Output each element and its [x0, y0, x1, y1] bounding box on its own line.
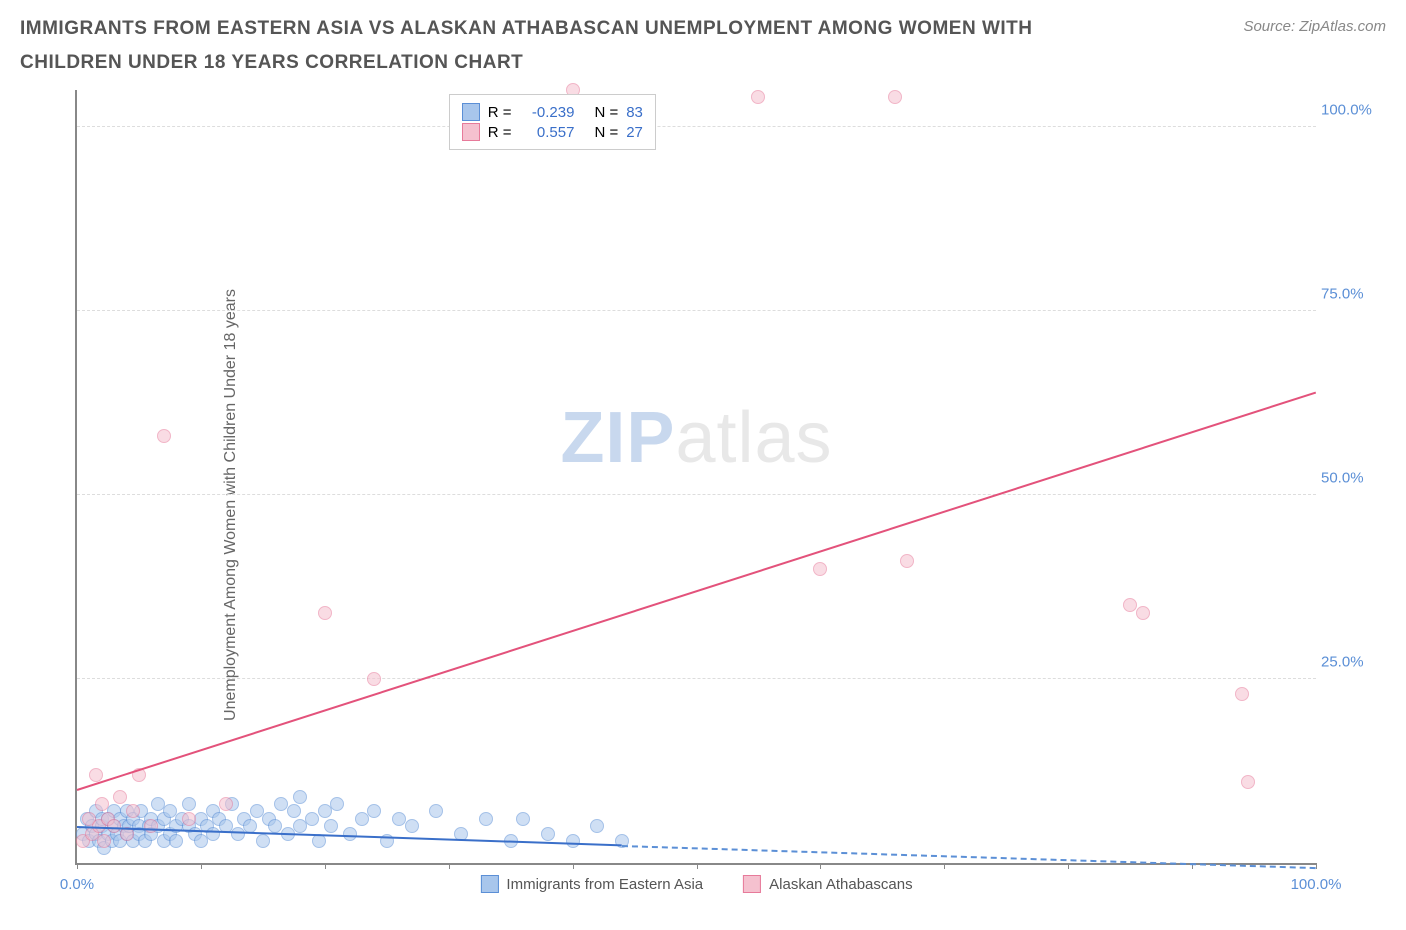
- gridline: [77, 126, 1316, 127]
- plot-area: ZIPatlas 25.0%50.0%75.0%100.0%0.0%100.0%…: [75, 90, 1316, 865]
- stats-legend: R = -0.239 N = 83 R = 0.557 N = 27: [449, 94, 656, 150]
- stats-legend-row: R = -0.239 N = 83: [462, 103, 643, 121]
- x-tick-mark: [325, 863, 326, 869]
- data-point: [219, 797, 233, 811]
- source-label: Source: ZipAtlas.com: [1243, 18, 1386, 35]
- legend-swatch: [743, 875, 761, 893]
- data-point: [182, 812, 196, 826]
- series-name: Alaskan Athabascans: [769, 876, 912, 893]
- x-tick-mark: [697, 863, 698, 869]
- chart-title: IMMIGRANTS FROM EASTERN ASIA VS ALASKAN …: [20, 12, 1120, 80]
- data-point: [566, 834, 580, 848]
- data-point: [169, 834, 183, 848]
- data-point: [89, 768, 103, 782]
- gridline: [77, 678, 1316, 679]
- data-point: [157, 429, 171, 443]
- data-point: [751, 90, 765, 104]
- x-tick-label: 0.0%: [60, 876, 94, 893]
- x-tick-mark: [201, 863, 202, 869]
- data-point: [330, 797, 344, 811]
- data-point: [343, 827, 357, 841]
- series-legend-item: Immigrants from Eastern Asia: [480, 875, 703, 893]
- stats-legend-row: R = 0.557 N = 27: [462, 123, 643, 141]
- legend-swatch: [480, 875, 498, 893]
- data-point: [405, 819, 419, 833]
- data-point: [479, 812, 493, 826]
- y-tick-label: 25.0%: [1321, 653, 1381, 670]
- x-tick-label: 100.0%: [1291, 876, 1342, 893]
- data-point: [287, 804, 301, 818]
- data-point: [1241, 775, 1255, 789]
- data-point: [318, 606, 332, 620]
- x-tick-mark: [1068, 863, 1069, 869]
- data-point: [182, 797, 196, 811]
- gridline: [77, 494, 1316, 495]
- data-point: [367, 804, 381, 818]
- legend-r-label: R =: [488, 104, 512, 121]
- data-point: [429, 804, 443, 818]
- x-tick-mark: [820, 863, 821, 869]
- data-point: [95, 797, 109, 811]
- regression-line: [77, 392, 1317, 791]
- x-tick-mark: [944, 863, 945, 869]
- legend-swatch: [462, 103, 480, 121]
- legend-n-value: 83: [626, 104, 643, 121]
- regression-line-extension: [622, 845, 1316, 869]
- x-tick-mark: [77, 863, 78, 869]
- data-point: [590, 819, 604, 833]
- y-tick-label: 100.0%: [1321, 101, 1381, 118]
- data-point: [324, 819, 338, 833]
- watermark: ZIPatlas: [560, 397, 832, 479]
- legend-n-label: N =: [594, 124, 618, 141]
- legend-r-value: -0.239: [519, 104, 574, 121]
- series-name: Immigrants from Eastern Asia: [506, 876, 703, 893]
- data-point: [367, 672, 381, 686]
- data-point: [113, 790, 127, 804]
- legend-r-value: 0.557: [519, 124, 574, 141]
- x-tick-mark: [449, 863, 450, 869]
- data-point: [144, 819, 158, 833]
- data-point: [516, 812, 530, 826]
- data-point: [97, 834, 111, 848]
- chart-container: Unemployment Among Women with Children U…: [20, 90, 1386, 920]
- data-point: [900, 554, 914, 568]
- y-tick-label: 50.0%: [1321, 469, 1381, 486]
- legend-r-label: R =: [488, 124, 512, 141]
- x-tick-mark: [573, 863, 574, 869]
- gridline: [77, 310, 1316, 311]
- data-point: [813, 562, 827, 576]
- data-point: [1235, 687, 1249, 701]
- data-point: [293, 790, 307, 804]
- series-legend-item: Alaskan Athabascans: [743, 875, 912, 893]
- y-tick-label: 75.0%: [1321, 285, 1381, 302]
- data-point: [126, 804, 140, 818]
- legend-swatch: [462, 123, 480, 141]
- data-point: [256, 834, 270, 848]
- series-legend: Immigrants from Eastern Asia Alaskan Atha…: [480, 875, 912, 893]
- legend-n-label: N =: [594, 104, 618, 121]
- x-tick-mark: [1316, 863, 1317, 869]
- data-point: [541, 827, 555, 841]
- data-point: [888, 90, 902, 104]
- data-point: [1136, 606, 1150, 620]
- legend-n-value: 27: [626, 124, 643, 141]
